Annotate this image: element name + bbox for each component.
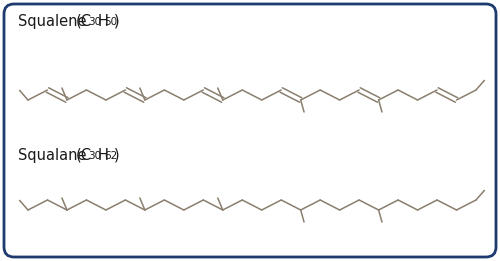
Text: H: H	[98, 148, 109, 163]
Text: 30: 30	[88, 17, 101, 27]
Text: H: H	[98, 14, 109, 29]
Text: ): )	[114, 14, 119, 29]
Text: (C: (C	[76, 148, 92, 163]
FancyBboxPatch shape	[4, 4, 496, 257]
Text: (C: (C	[76, 14, 92, 29]
Text: 50: 50	[104, 17, 117, 27]
Text: 30: 30	[88, 151, 101, 161]
Text: 62: 62	[104, 151, 117, 161]
Text: Squalene: Squalene	[18, 14, 91, 29]
Text: ): )	[114, 148, 119, 163]
Text: Squalane: Squalane	[18, 148, 91, 163]
